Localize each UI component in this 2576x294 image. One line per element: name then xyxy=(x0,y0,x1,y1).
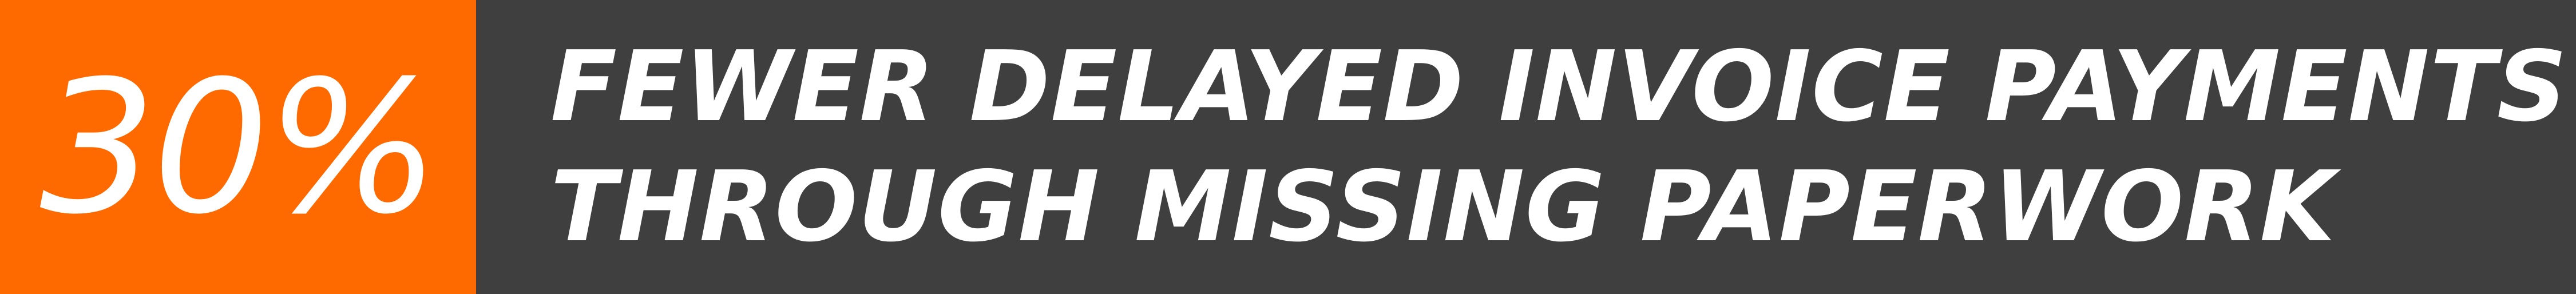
message-line-1: FEWER DELAYED INVOICE PAYMENTS xyxy=(550,30,2568,144)
stat-percentage: 30% xyxy=(39,42,439,255)
message-panel: FEWER DELAYED INVOICE PAYMENTS THROUGH M… xyxy=(476,0,2576,294)
message-line-2: THROUGH MISSING PAPERWORK xyxy=(550,150,2336,264)
stat-highlight-box: 30% xyxy=(0,0,476,294)
